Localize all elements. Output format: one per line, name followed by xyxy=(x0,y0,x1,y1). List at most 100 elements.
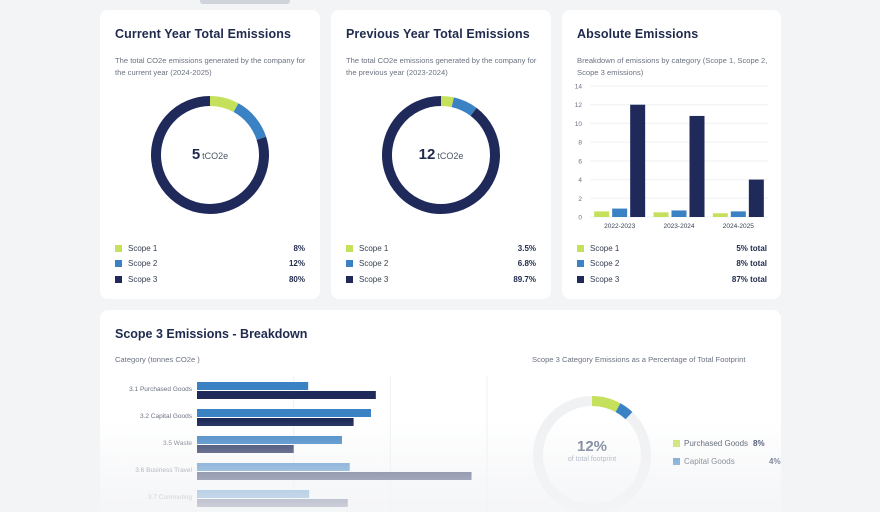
legend-value: 3.5% xyxy=(517,244,536,253)
legend-value: 89.7% xyxy=(513,275,536,284)
capital-goods-slice xyxy=(615,403,633,420)
y-tick-label: 6 xyxy=(578,158,582,165)
donut-center-unit: tCO2e xyxy=(437,151,464,161)
legend-value: 6.8% xyxy=(517,259,536,268)
capital-goods-swatch xyxy=(673,458,680,465)
scope-2-swatch xyxy=(346,260,353,267)
absolute-emissions-bar-chart: 0 2 4 6 8 10 12 14 2022-2023 2023-2024 2024-2025 xyxy=(575,84,768,230)
current-year-bar xyxy=(197,409,371,417)
legend-value: 80% xyxy=(288,275,305,284)
legend-scope-1: Scope 1 5% total xyxy=(577,244,767,256)
scope-1-swatch xyxy=(346,245,353,252)
legend-label: Scope 1 xyxy=(359,244,389,253)
bar-scope-1 xyxy=(594,211,610,217)
legend-value: 8% xyxy=(293,244,305,253)
scope-3-swatch xyxy=(346,276,353,283)
card-subtitle: The total CO2e emissions generated by th… xyxy=(346,56,537,77)
scope-3-swatch xyxy=(577,276,584,283)
legend-value: 8% xyxy=(753,439,765,448)
footprint-center-value: 12% xyxy=(576,438,608,455)
legend-label: Scope 2 xyxy=(359,259,389,268)
card-subtitle: Breakdown of emissions by category (Scop… xyxy=(577,56,768,77)
donut-center-value: 5 xyxy=(191,146,201,163)
footprint-center-caption: of total footprint xyxy=(567,456,617,463)
scope3-footprint-donut-chart xyxy=(533,396,651,512)
donut-center-label: 5 tCO2e xyxy=(140,146,280,164)
scope-3-slice xyxy=(382,96,500,214)
current-year-donut-chart xyxy=(151,96,269,214)
bar-scope-3 xyxy=(689,115,705,217)
card-title: Absolute Emissions xyxy=(577,27,699,41)
scope3-breakdown-card: Scope 3 Emissions - Breakdown Category (… xyxy=(100,310,781,512)
donut-center-label: 12 tCO2e xyxy=(371,146,511,164)
scope-1-swatch xyxy=(115,245,122,252)
y-tick-label: 8 xyxy=(578,140,582,147)
purchased-goods-slice xyxy=(591,396,621,413)
donut-center-value: 12 xyxy=(418,146,436,163)
legend-value: 4% xyxy=(769,457,781,466)
x-tick-label: 2024-2025 xyxy=(723,223,754,230)
bar-scope-3 xyxy=(630,104,646,217)
absolute-emissions-card: Absolute Emissions Breakdown of emission… xyxy=(562,10,781,299)
legend-scope-1: Scope 1 3.5% xyxy=(346,244,536,256)
scope-2-swatch xyxy=(115,260,122,267)
legend-label: Scope 1 xyxy=(590,244,620,253)
scope-2-slice xyxy=(233,103,267,141)
legend-value: 5% total xyxy=(736,244,767,253)
card-title: Previous Year Total Emissions xyxy=(346,27,530,41)
current-year-bar xyxy=(197,382,309,390)
legend-value: 12% xyxy=(288,259,305,268)
legend-label: Scope 3 xyxy=(128,275,158,284)
legend-scope-2: Scope 2 8% total xyxy=(577,259,767,271)
percentage-chart-title: Scope 3 Category Emissions as a Percenta… xyxy=(532,355,746,364)
legend-purchased-goods: Purchased Goods 8% xyxy=(673,439,773,451)
legend-label: Purchased Goods xyxy=(684,439,749,448)
scope-3-slice xyxy=(151,96,269,214)
legend-label: Scope 2 xyxy=(590,259,620,268)
bar-scope-1 xyxy=(653,212,669,217)
scope-2-swatch xyxy=(577,260,584,267)
legend-label: Capital Goods xyxy=(684,457,735,466)
footprint-center-label: 12% of total footprint xyxy=(522,438,662,463)
y-tick-label: 2 xyxy=(578,196,582,203)
legend-label: Scope 3 xyxy=(359,275,389,284)
y-tick-label: 10 xyxy=(575,121,583,128)
scope-1-slice xyxy=(440,96,454,108)
bar-scope-1 xyxy=(712,213,728,217)
legend-label: Scope 2 xyxy=(128,259,158,268)
legend-scope-2: Scope 2 6.8% xyxy=(346,259,536,271)
legend-scope-2: Scope 2 12% xyxy=(115,259,305,271)
section-title: Scope 3 Emissions - Breakdown xyxy=(115,327,308,341)
donut-center-unit: tCO2e xyxy=(202,151,229,161)
scope-3-swatch xyxy=(115,276,122,283)
previous-year-donut-chart xyxy=(382,96,500,214)
y-tick-label: 12 xyxy=(575,102,583,109)
legend-scope-3: Scope 3 89.7% xyxy=(346,275,536,287)
scope-1-swatch xyxy=(577,245,584,252)
category-label: 3.2 Capital Goods xyxy=(139,413,192,420)
card-subtitle: The total CO2e emissions generated by th… xyxy=(115,56,306,77)
current-year-card: Current Year Total Emissions The total C… xyxy=(100,10,320,299)
bar-scope-2 xyxy=(671,210,687,217)
y-tick-label: 14 xyxy=(575,84,583,91)
legend-label: Scope 3 xyxy=(590,275,620,284)
legend-scope-3: Scope 3 80% xyxy=(115,275,305,287)
legend-value: 87% total xyxy=(731,275,767,284)
legend-capital-goods: Capital Goods 4% xyxy=(673,457,781,469)
bar-scope-3 xyxy=(748,179,764,217)
x-tick-label: 2022-2023 xyxy=(604,223,635,230)
legend-scope-1: Scope 1 8% xyxy=(115,244,305,256)
previous-year-card: Previous Year Total Emissions The total … xyxy=(331,10,551,299)
category-axis-label: Category (tonnes CO2e ) xyxy=(115,355,200,364)
scope-2-slice xyxy=(451,97,477,117)
top-scroll-indicator xyxy=(200,0,290,4)
y-tick-label: 4 xyxy=(578,177,582,184)
legend-scope-3: Scope 3 87% total xyxy=(577,275,767,287)
scope-1-slice xyxy=(209,96,239,113)
bar-scope-2 xyxy=(612,208,628,217)
card-title: Current Year Total Emissions xyxy=(115,27,292,41)
x-tick-label: 2023-2024 xyxy=(663,223,694,230)
previous-year-bar xyxy=(197,391,376,399)
y-tick-label: 0 xyxy=(578,215,582,222)
category-label: 3.1 Purchased Goods xyxy=(129,386,192,393)
